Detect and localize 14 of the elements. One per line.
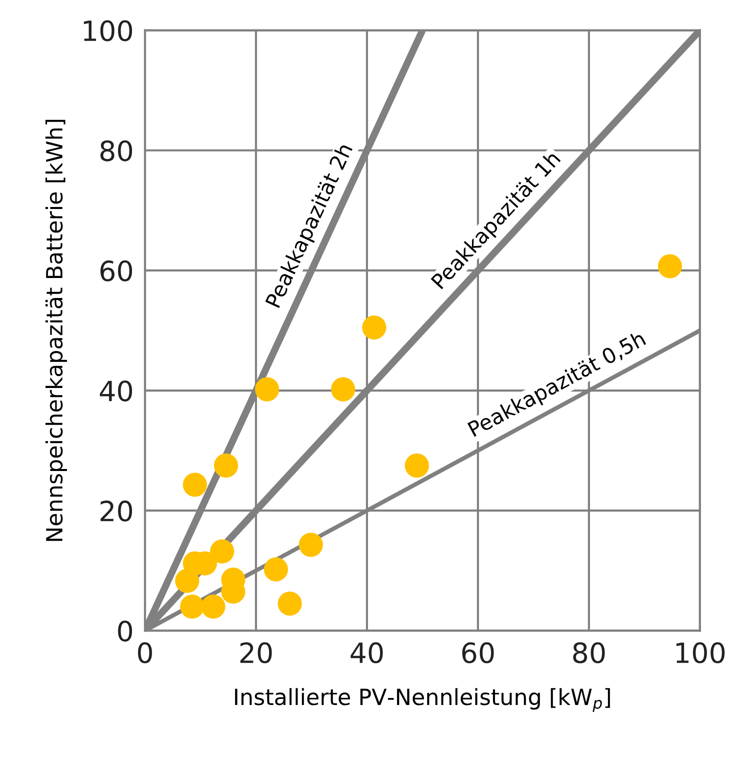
x-tick-label: 60 [462,642,494,664]
x-tick-label: 0 [138,642,152,664]
x-tick-label: 40 [350,642,383,664]
x-axis-title: Installierte PV-Nennleistung [kW$_{p}$] [235,688,610,712]
x-tick-label: 20 [240,642,272,664]
y-tick-label: 20 [100,500,132,522]
y-tick-label: 60 [100,260,132,282]
y-axis-title: Nennspeicherkapazität Batterie [kWh] [45,120,67,541]
y-tick-label: 80 [100,140,132,162]
x-tick-label: 100 [676,642,725,664]
y-tick-label: 0 [118,620,132,642]
y-tick-label: 100 [84,20,132,42]
y-tick-label: 40 [100,380,132,402]
x-tick-label: 80 [573,642,605,664]
